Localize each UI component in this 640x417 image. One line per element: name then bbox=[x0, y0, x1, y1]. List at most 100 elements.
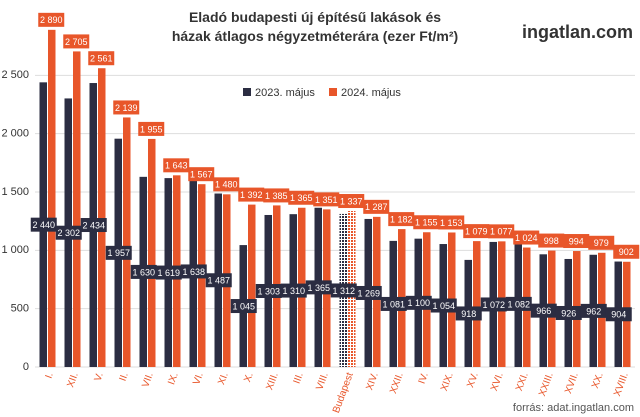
x-tick-label: X. bbox=[242, 371, 256, 384]
x-tick-label: XII. bbox=[65, 371, 80, 389]
data-label-box bbox=[163, 158, 190, 173]
data-label: 1 630 bbox=[132, 267, 155, 277]
data-label: 1 957 bbox=[107, 248, 130, 258]
data-label-group: 1 957 bbox=[105, 245, 132, 260]
data-label-box bbox=[305, 280, 332, 295]
x-tick-label: XIV. bbox=[364, 371, 380, 392]
data-label-box bbox=[338, 194, 365, 209]
data-label: 1 365 bbox=[307, 283, 330, 293]
data-label-box bbox=[288, 190, 315, 205]
bar bbox=[98, 68, 106, 367]
data-label: 904 bbox=[611, 310, 626, 320]
data-label-group: 2 561 bbox=[88, 51, 115, 66]
data-label-box bbox=[30, 217, 57, 232]
data-label-box bbox=[238, 187, 265, 202]
data-label: 1 337 bbox=[340, 196, 363, 206]
data-label-box bbox=[255, 283, 282, 298]
data-label-box bbox=[38, 12, 65, 27]
data-label-group: 1 385 bbox=[263, 188, 290, 203]
data-label-group: 1 072 bbox=[480, 297, 507, 312]
data-label-group: 2 302 bbox=[55, 225, 82, 240]
data-label-group: 1 955 bbox=[138, 121, 165, 136]
data-label-box bbox=[355, 285, 382, 300]
data-label-box bbox=[480, 297, 507, 312]
data-label-box bbox=[455, 306, 482, 321]
data-label-group: 2 890 bbox=[38, 12, 65, 27]
data-label: 1 153 bbox=[440, 218, 463, 228]
data-label: 1 480 bbox=[215, 180, 238, 190]
data-label: 1 392 bbox=[240, 190, 263, 200]
data-label: 1 365 bbox=[290, 193, 313, 203]
data-label: 2 890 bbox=[40, 15, 63, 25]
data-label: 1 619 bbox=[157, 268, 180, 278]
source: forrás: adat.ingatlan.com bbox=[513, 402, 634, 414]
data-label-box bbox=[105, 245, 132, 260]
data-label: 979 bbox=[594, 238, 609, 248]
y-tick-label: 500 bbox=[11, 303, 29, 315]
data-label: 1 312 bbox=[332, 286, 355, 296]
data-label-group: 1 081 bbox=[380, 296, 407, 311]
data-label-box bbox=[130, 264, 157, 279]
x-tick-label: XXII. bbox=[388, 371, 406, 395]
x-tick-label: IV. bbox=[417, 371, 431, 385]
x-tick-label: XXI. bbox=[514, 371, 531, 393]
data-label: 998 bbox=[544, 236, 559, 246]
x-tick-label: V. bbox=[93, 371, 106, 383]
data-label-box bbox=[413, 215, 440, 230]
data-label: 2 561 bbox=[90, 54, 113, 64]
data-label: 1 100 bbox=[407, 298, 430, 308]
data-label-box bbox=[405, 295, 432, 310]
data-label: 2 434 bbox=[82, 220, 105, 230]
y-tick-label: 2 500 bbox=[1, 69, 29, 81]
x-tick-label: XVI. bbox=[489, 371, 506, 393]
legend-swatch bbox=[243, 88, 251, 96]
bar bbox=[73, 51, 81, 368]
data-label: 1 182 bbox=[390, 214, 413, 224]
data-label-box bbox=[113, 100, 140, 115]
data-label: 1 643 bbox=[165, 161, 188, 171]
bar bbox=[148, 138, 156, 367]
data-label-group: 1 024 bbox=[513, 230, 540, 245]
data-label-box bbox=[538, 233, 565, 248]
data-label-group: 2 440 bbox=[30, 217, 57, 232]
data-label-box bbox=[213, 177, 240, 192]
data-label-group: 998 bbox=[538, 233, 565, 248]
data-label-group: 1 312 bbox=[330, 283, 357, 298]
data-label: 1 955 bbox=[140, 124, 163, 134]
data-label-group: 1 269 bbox=[355, 285, 382, 300]
x-tick-label: XX. bbox=[590, 371, 606, 390]
data-label-group: 1 079 bbox=[463, 224, 490, 239]
data-label: 1 079 bbox=[465, 226, 488, 236]
data-label: 1 310 bbox=[282, 286, 305, 296]
logo: ingatlan.com bbox=[522, 22, 634, 42]
data-label: 1 303 bbox=[257, 286, 280, 296]
x-tick-label: Budapest bbox=[331, 371, 356, 415]
data-label-group: 1 077 bbox=[488, 224, 515, 239]
data-label-box bbox=[388, 212, 415, 227]
data-label-group: 966 bbox=[530, 303, 557, 318]
data-label: 902 bbox=[619, 247, 634, 257]
data-label-group: 1 567 bbox=[188, 167, 215, 182]
data-label-group: 1 643 bbox=[163, 158, 190, 173]
data-label-group: 962 bbox=[580, 303, 607, 318]
data-label-group: 1 638 bbox=[180, 264, 207, 279]
data-label-box bbox=[205, 273, 232, 288]
data-label-box bbox=[230, 299, 257, 314]
data-label: 1 072 bbox=[482, 300, 505, 310]
data-label-group: 1 182 bbox=[388, 212, 415, 227]
x-tick-label: XV. bbox=[465, 371, 481, 389]
x-tick-label: I. bbox=[44, 371, 56, 380]
bar bbox=[48, 29, 56, 367]
data-label: 1 385 bbox=[265, 191, 288, 201]
x-tick-label: III. bbox=[292, 371, 306, 385]
data-label-box bbox=[580, 303, 607, 318]
data-label-group: 1 100 bbox=[405, 295, 432, 310]
data-label-group: 1 392 bbox=[238, 187, 265, 202]
legend-swatch bbox=[329, 88, 337, 96]
data-label-box bbox=[80, 218, 107, 233]
data-label: 2 705 bbox=[65, 37, 88, 47]
data-label-box bbox=[363, 199, 390, 214]
data-label-group: 1 155 bbox=[413, 215, 440, 230]
